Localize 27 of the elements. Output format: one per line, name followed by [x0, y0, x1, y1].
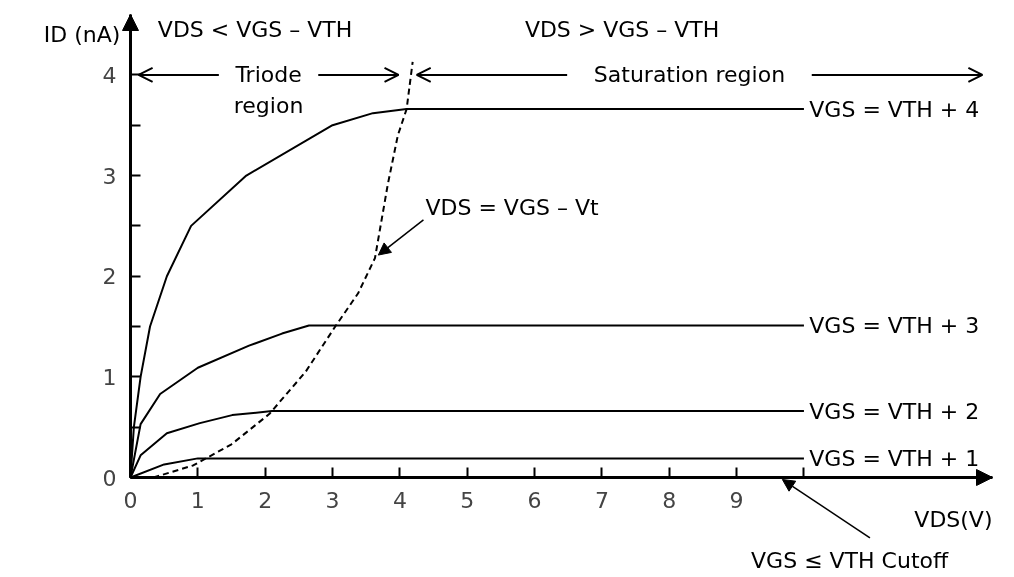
legend-label: VGS = VTH + 4: [809, 96, 980, 122]
y-tick-label: 3: [102, 163, 117, 189]
x-tick-label: 8: [662, 487, 677, 513]
x-tick-label: 4: [392, 487, 407, 513]
x-tick-label: 7: [594, 487, 609, 513]
x-tick-label: 5: [460, 487, 475, 513]
x-axis-title: VDS(V): [914, 507, 993, 533]
x-tick-label: 9: [729, 487, 744, 513]
text: VGS ≤ VTH Cutoff: [751, 547, 949, 573]
series-label: VGS = VTH + 2: [809, 398, 980, 424]
y-tick-label: 4: [102, 62, 117, 88]
x-tick-label: 3: [325, 487, 340, 513]
annotation: VDS = VGS – Vt: [425, 195, 599, 221]
x-tick-label: 2: [258, 487, 273, 513]
y-axis-title: ID (nA): [43, 22, 121, 48]
series-label: VGS = VTH + 3: [809, 313, 980, 339]
x-tick-label: 6: [527, 487, 542, 513]
x-tick-label: 1: [190, 487, 205, 513]
series-label: VGS = VTH + 1: [809, 445, 980, 471]
x-tick-label: 0: [123, 487, 138, 513]
annotation: VDS < VGS – VTH: [157, 17, 353, 43]
annotation: Triode region: [233, 62, 304, 118]
y-tick-label: 1: [102, 364, 117, 390]
y-tick-label: 2: [102, 264, 117, 290]
annotation: VDS > VGS – VTH: [524, 17, 720, 43]
y-tick-label: 0: [102, 465, 117, 491]
annotation: Saturation region: [593, 62, 786, 88]
